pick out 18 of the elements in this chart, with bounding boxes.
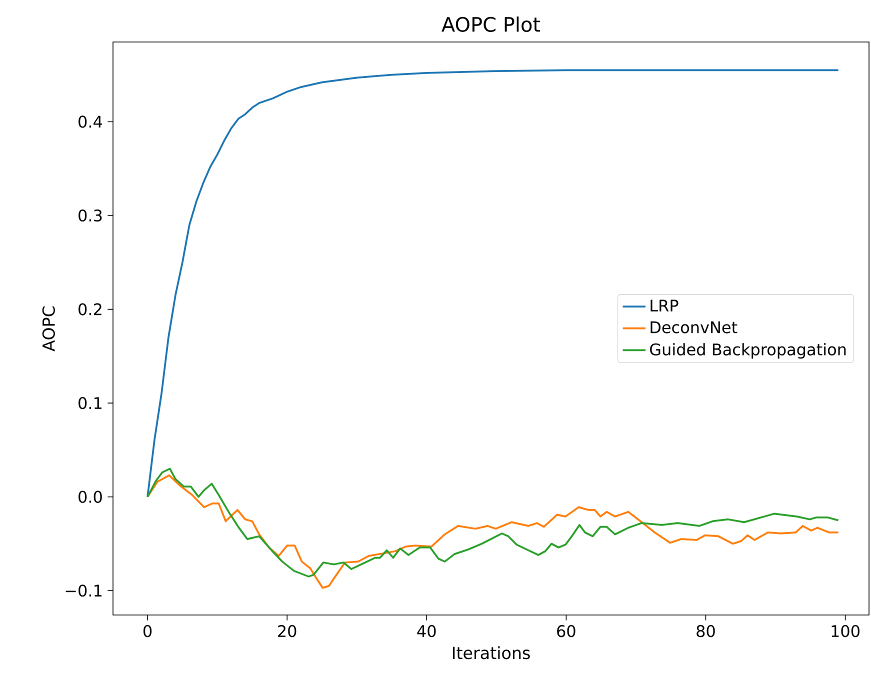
legend-label: Guided Backpropagation bbox=[650, 343, 846, 359]
y-tick-label: 0.3 bbox=[78, 209, 102, 222]
chart-title: AOPC Plot bbox=[442, 16, 540, 32]
legend-label: LRP bbox=[650, 300, 678, 312]
x-tick-label: 60 bbox=[557, 625, 576, 638]
y-tick-label: 0.1 bbox=[78, 397, 102, 410]
x-axis-title: Iterations bbox=[452, 646, 530, 660]
x-tick-label: 40 bbox=[417, 625, 436, 638]
x-tick-label: 0 bbox=[143, 625, 152, 638]
y-tick-label: 0.2 bbox=[78, 303, 102, 316]
y-tick-label: 0.0 bbox=[78, 490, 102, 503]
x-tick-label: 20 bbox=[278, 625, 296, 638]
x-tick-label: 100 bbox=[832, 625, 860, 638]
y-tick-label: 0.4 bbox=[78, 116, 102, 128]
x-tick-label: 80 bbox=[696, 625, 715, 638]
y-tick-label: −0.1 bbox=[66, 584, 102, 597]
legend-label: DeconvNet bbox=[650, 321, 738, 334]
y-axis-title: AOPC bbox=[42, 306, 55, 352]
